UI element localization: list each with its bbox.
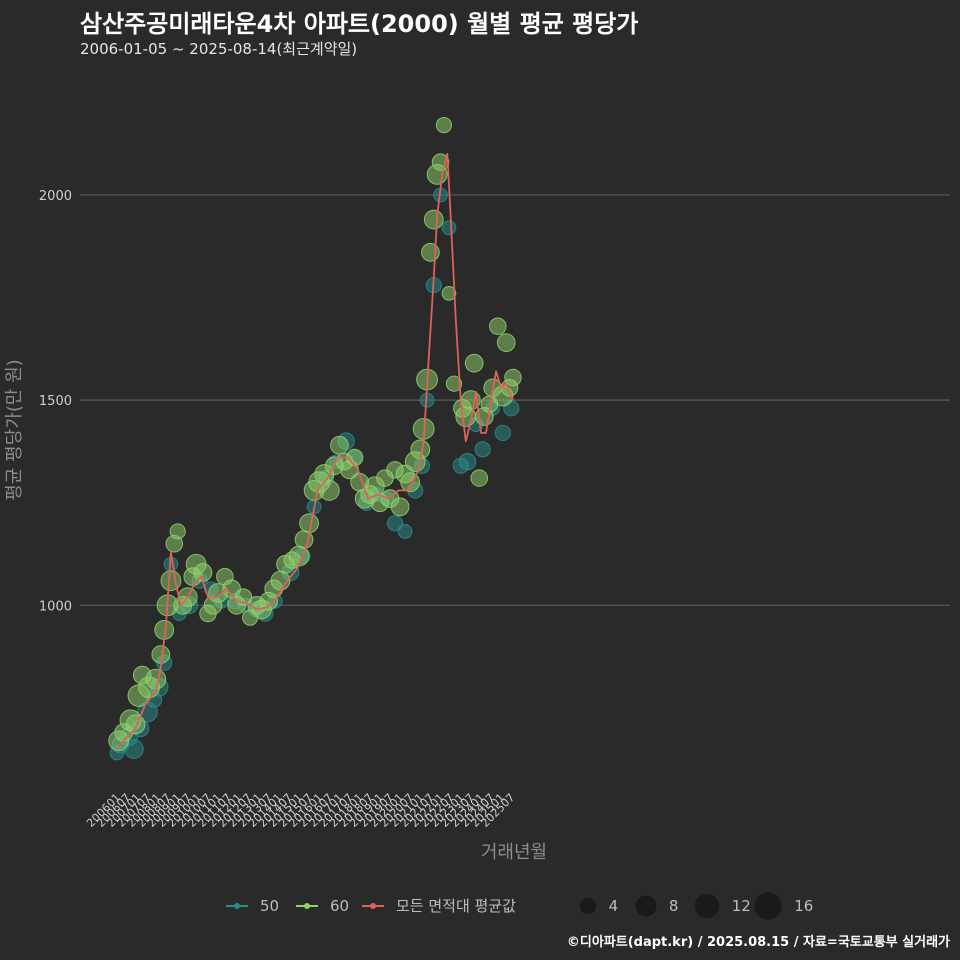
- bubble-60-66: [441, 286, 457, 301]
- legend-size-label-12: 12: [732, 897, 751, 915]
- bubble-60-18: [193, 563, 213, 582]
- bubble-60-40: [318, 479, 340, 501]
- bubble-60-13: [169, 523, 186, 540]
- legend-size-4: [579, 897, 597, 915]
- legend-size-8: [635, 895, 657, 917]
- x-tick-labels: 2006012006072007012007072008012008072009…: [84, 791, 517, 830]
- bubble-50-30: [386, 515, 404, 532]
- bubble-60-67: [445, 375, 463, 392]
- bubble-50-39: [458, 452, 477, 471]
- legend-label-0: 50: [260, 897, 279, 915]
- legend-size-12: [694, 893, 720, 919]
- bubble-60-76: [489, 317, 507, 336]
- y-tick-labels: 1000 1500 2000: [39, 189, 72, 614]
- credit-text: ©디아파트(dapt.kr) / 2025.08.15 / 자료=국토교통부 실…: [566, 935, 950, 950]
- bubble-60-78: [496, 333, 516, 353]
- x-axis-label: 거래년월: [481, 842, 547, 863]
- bubble-50-37: [441, 220, 457, 236]
- bubble-60-3: [125, 714, 146, 735]
- legend-dot-2: [370, 903, 376, 909]
- legend-dot-1: [304, 903, 310, 909]
- bubble-60-71: [464, 353, 484, 373]
- bubble-60-61: [421, 243, 440, 262]
- bubble-60-36: [299, 513, 319, 534]
- bubble-60-54: [390, 497, 410, 517]
- legend-size-label-8: 8: [669, 897, 679, 915]
- legend-size-label-16: 16: [794, 897, 813, 915]
- y-tick-2000: 2000: [39, 189, 72, 204]
- bubble-60-65: [435, 117, 452, 134]
- bubble-60-72: [470, 469, 489, 487]
- bubble-50-31: [397, 524, 413, 539]
- grid-lines: [80, 194, 950, 606]
- legend-size-label-4: 4: [609, 897, 619, 915]
- average-line: [116, 153, 514, 750]
- bubble-60-80: [504, 368, 522, 387]
- bubble-60-11: [160, 570, 182, 592]
- bubble-points: [108, 117, 522, 761]
- y-tick-1500: 1500: [39, 394, 72, 409]
- y-tick-1000: 1000: [39, 599, 72, 614]
- bubble-50-43: [494, 424, 511, 442]
- legend-dot-0: [234, 903, 240, 909]
- bubble-60-7: [145, 668, 167, 690]
- chart-title: 삼산주공미래타운4차 아파트(2000) 월별 평균 평당가: [80, 10, 639, 38]
- bubble-50-41: [474, 441, 491, 458]
- chart-subtitle: 2006-01-05 ~ 2025-08-14(최근계약일): [80, 40, 358, 58]
- legend-label-1: 60: [330, 897, 349, 915]
- bubble-60-62: [423, 209, 444, 230]
- bubble-60-42: [330, 435, 349, 455]
- legend: 50 60 모든 면적대 평균값 4 8 12 16: [226, 892, 813, 920]
- y-axis-label: 평균 평당가(만 원): [4, 359, 25, 500]
- legend-size-16: [754, 892, 782, 920]
- average-line-layer: [116, 153, 514, 750]
- legend-label-2: 모든 면적대 평균값: [396, 897, 516, 915]
